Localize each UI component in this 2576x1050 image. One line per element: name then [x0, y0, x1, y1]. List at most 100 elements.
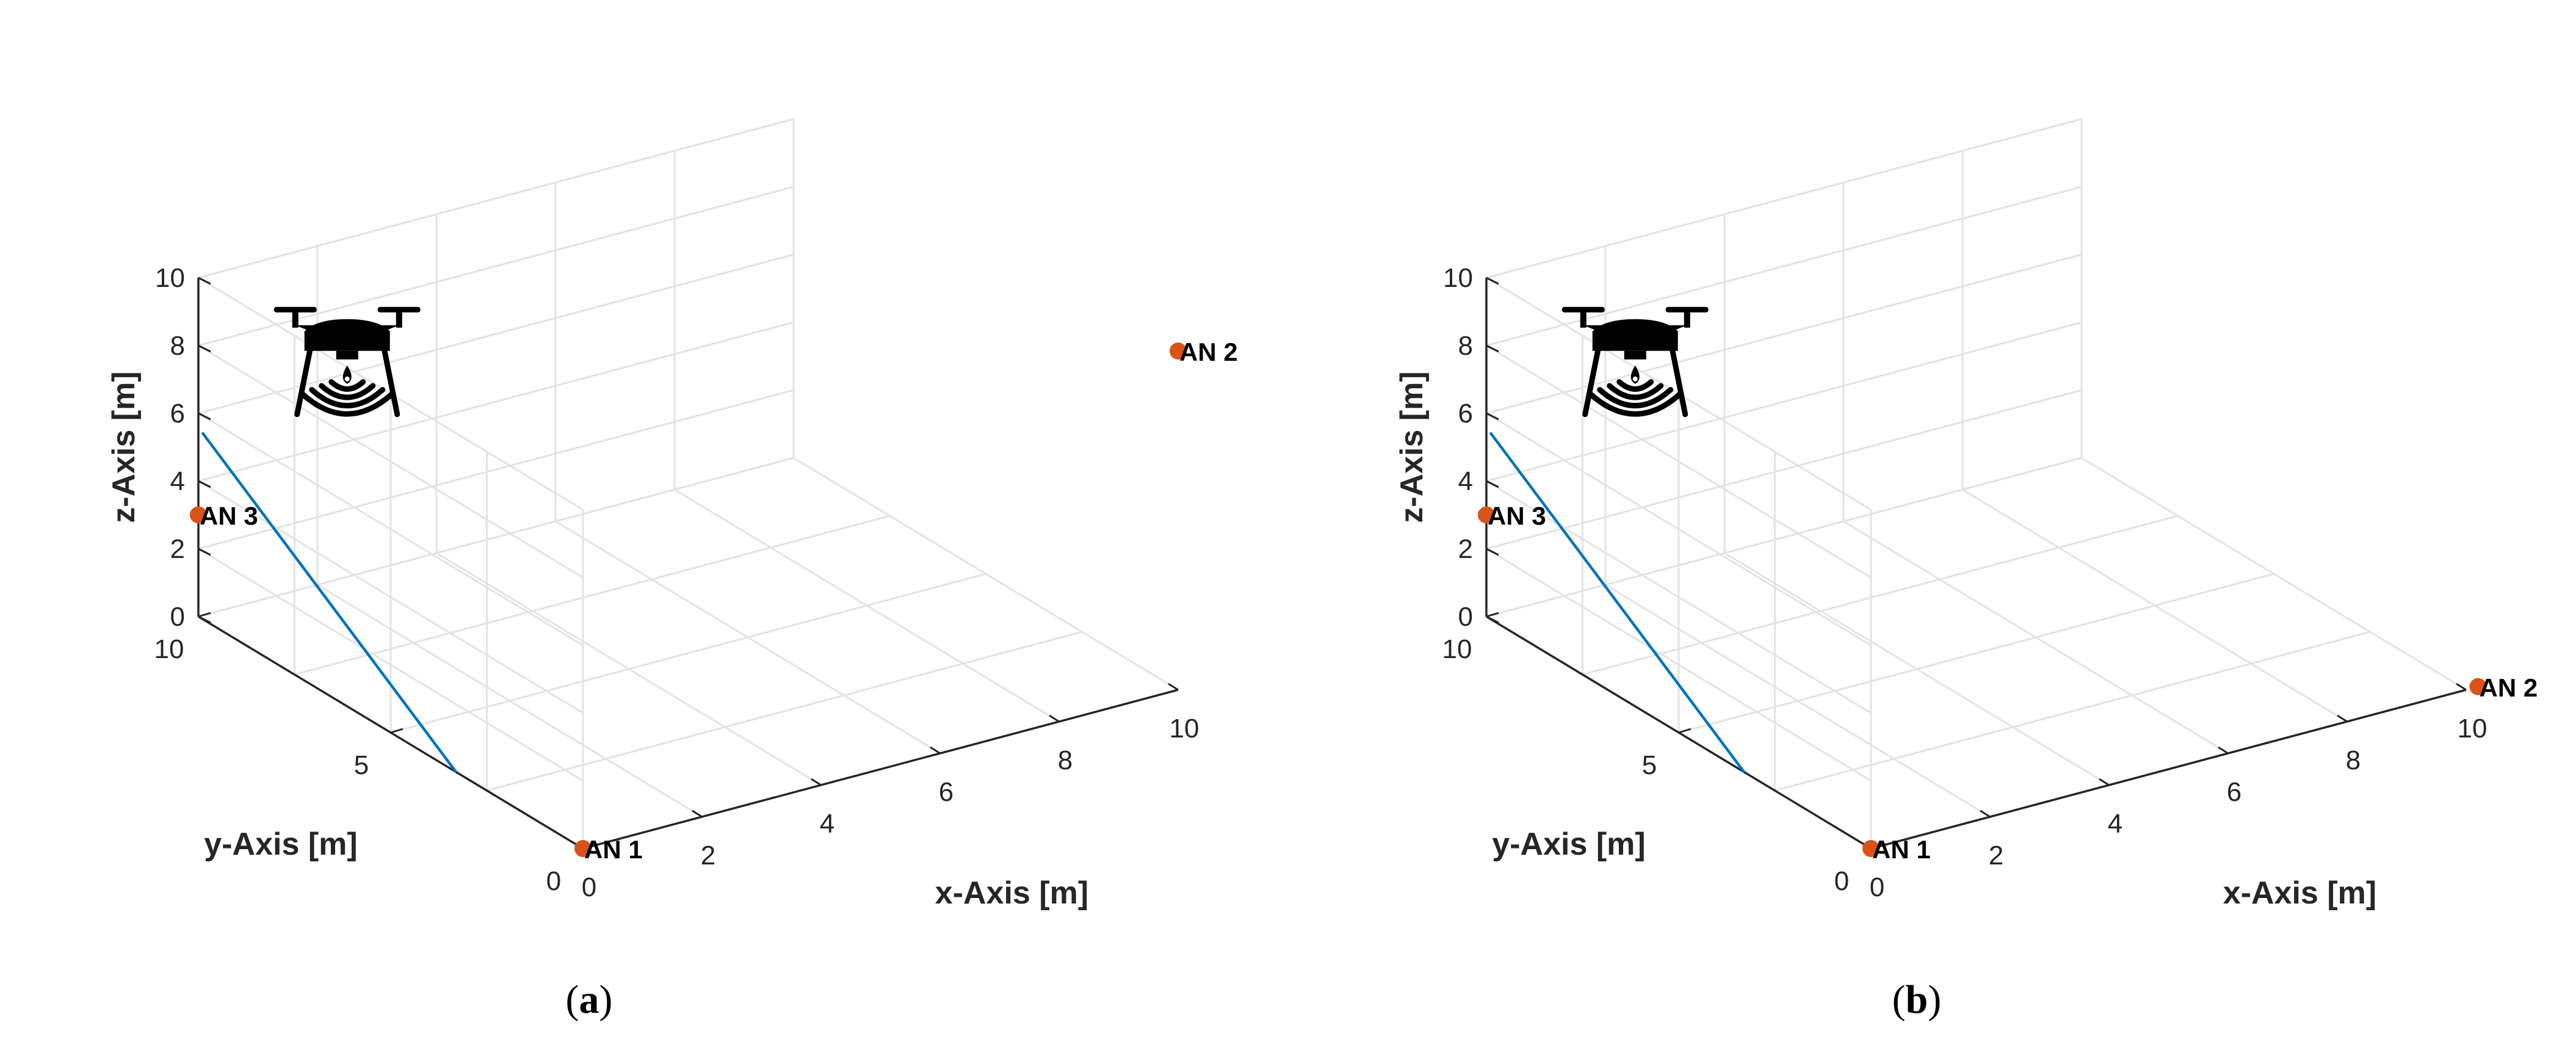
y-tick-label: 10: [154, 634, 184, 664]
grid: [197, 118, 1179, 850]
trajectory-line: [1489, 432, 1745, 773]
drone-icon: [273, 306, 421, 418]
signal-dot: [344, 376, 350, 382]
anchor-node: AN 1: [574, 835, 643, 864]
drone-gimbal: [1624, 350, 1646, 360]
y-tick-label: 0: [1834, 866, 1849, 896]
anchor-node: AN 1: [1862, 835, 1931, 864]
z-tick-label: 2: [170, 534, 185, 564]
anchor-marker: [574, 840, 592, 857]
z-tick: [1486, 480, 1499, 488]
x-tick-label: 0: [582, 872, 596, 902]
x-tick-label: 4: [2108, 809, 2122, 839]
gridline: [198, 457, 794, 618]
z-tick-label: 6: [1458, 399, 1473, 429]
drone-leg-left: [294, 344, 314, 418]
x-tick-label: 2: [701, 841, 715, 871]
x-tick: [2337, 714, 2348, 723]
x-axis-line: [1870, 689, 2467, 850]
y-axis-label: y-Axis [m]: [1492, 827, 1645, 862]
z-tick: [198, 277, 211, 285]
drone-body: [304, 319, 390, 351]
x-tick-label: 6: [2227, 777, 2241, 807]
x-axis-line: [582, 689, 1179, 850]
gridline: [198, 389, 794, 550]
x-tick: [1049, 714, 1060, 723]
x-tick: [811, 778, 822, 786]
x-tick: [930, 746, 941, 755]
y-tick-label: 10: [1442, 634, 1472, 664]
gridline: [1486, 321, 2082, 482]
anchor-marker: [1478, 506, 1495, 524]
signal-wave: [319, 383, 376, 400]
gridline: [1775, 631, 2370, 792]
drone-gimbal: [336, 350, 358, 360]
z-tick-label: 2: [1458, 534, 1473, 564]
y-tick-label: 0: [546, 866, 561, 896]
x-tick: [2218, 746, 2229, 755]
x-tick-label: 10: [2458, 714, 2487, 744]
x-tick: [2099, 778, 2110, 786]
y-tick-label: 5: [354, 750, 369, 780]
gridline: [487, 631, 1082, 792]
z-axis-label: z-Axis [m]: [106, 371, 142, 523]
z-tick: [198, 344, 211, 353]
anchor-marker: [1862, 840, 1880, 857]
y-tick: [390, 728, 403, 734]
drone-mast-left: [1580, 309, 1586, 328]
z-tick-label: 0: [170, 602, 185, 632]
z-axis-label: z-Axis [m]: [1394, 371, 1430, 523]
y-tick: [1486, 612, 1499, 618]
z-tick-label: 6: [170, 399, 185, 429]
gridline: [1486, 118, 2082, 279]
wireless-signal-icon: [1587, 365, 1684, 417]
gridline: [198, 118, 794, 279]
chart-panel-a: 0 2 4 6 8 10 0 5 10 0 2 4 6 8 10 x-Axis [m] y-Axis [m] z-…: [106, 118, 1238, 1022]
x-tick-label: 0: [1870, 872, 1884, 902]
x-tick-label: 8: [1058, 745, 1073, 775]
caption-b: (b): [1892, 977, 1942, 1022]
x-tick-label: 8: [2346, 745, 2361, 775]
signal-wave: [1587, 391, 1684, 417]
drone-body: [1592, 319, 1678, 351]
caption-a: (a): [565, 977, 613, 1022]
gridline: [198, 253, 794, 415]
anchor-label: AN 3: [200, 502, 258, 530]
y-tick: [198, 612, 211, 618]
x-axis-label: x-Axis [m]: [2223, 875, 2376, 911]
z-tick-label: 8: [1458, 331, 1473, 361]
drone-leg-right: [381, 344, 400, 418]
signal-wave: [328, 379, 366, 392]
anchor-label: AN 2: [1179, 338, 1238, 366]
gridline: [1486, 253, 2082, 415]
x-tick-label: 10: [1170, 714, 1199, 744]
z-tick: [1486, 615, 1499, 624]
z-tick-label: 8: [170, 331, 185, 361]
z-tick-label: 10: [155, 263, 185, 293]
gridline: [198, 321, 794, 482]
trajectory-line: [201, 432, 457, 773]
chart-panel-b: 0 2 4 6 8 10 0 5 10 0 2 4 6 8 10 x-Axis [m] y-Axis [m] z-…: [1288, 0, 2576, 1050]
z-tick: [198, 548, 211, 556]
grid: [1485, 118, 2467, 850]
gridline: [1582, 515, 2178, 676]
anchor-node: AN 3: [190, 502, 258, 530]
y-tick-label: 5: [1642, 750, 1657, 780]
x-tick: [1168, 682, 1179, 691]
x-tick-label: 4: [820, 809, 834, 839]
z-tick-label: 10: [1443, 263, 1473, 293]
caption-a-letter: a: [579, 977, 599, 1022]
anchor-label: AN 1: [584, 835, 643, 864]
gridline: [294, 515, 890, 676]
wireless-signal-icon: [299, 365, 396, 417]
signal-wave: [1616, 379, 1654, 392]
drone-mast-right: [396, 309, 402, 328]
drone-icon: [1561, 306, 1709, 418]
z-tick-label: 0: [1458, 602, 1473, 632]
gridline: [1486, 457, 2082, 618]
gridline: [1486, 186, 2082, 347]
z-tick: [198, 615, 211, 624]
